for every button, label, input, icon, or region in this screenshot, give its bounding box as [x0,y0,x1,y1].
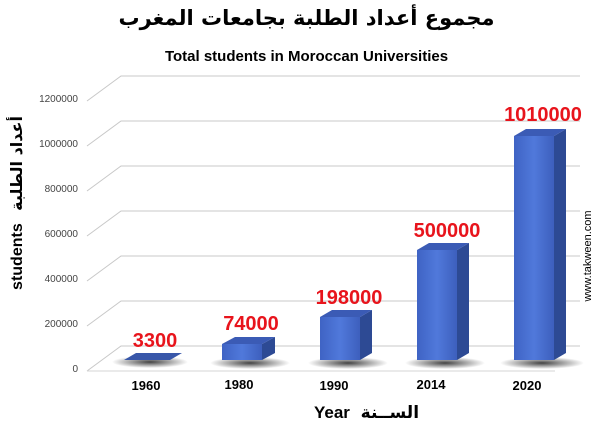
x-tick-1960: 1960 [131,378,161,393]
bar-1960 [112,353,188,368]
value-label-2014: 500000 [413,220,481,242]
x-tick-1980: 1980 [224,377,254,392]
y-tick-0: 0 [72,364,78,375]
chart-title-english: Total students in Moroccan Universities [164,48,449,65]
y-tick-1000000: 1000000 [39,139,78,150]
x-tick-1990: 1990 [319,378,349,393]
y-tick-800000: 800000 [44,184,78,195]
y-tick-1200000: 1200000 [39,94,78,105]
y-axis-label: students أعداد الطلبة [7,113,33,293]
y-tick-200000: 200000 [44,319,78,330]
x-axis-label: Year الســنة [60,403,613,423]
value-label-1960: 3300 [132,330,178,352]
x-tick-2014: 2014 [416,377,446,392]
watermark-url: www.takween.com [582,210,594,302]
y-axis-label-arabic: أعداد الطلبة [7,116,26,211]
x-tick-2020: 2020 [512,378,542,393]
bar-2020 [500,129,584,369]
gridlines [86,75,580,372]
bar-1990 [308,310,388,369]
chart-title-arabic: مجموع أعداد الطلبة بجامعات المغرب [118,6,495,30]
y-axis-label-english: students [9,223,26,290]
value-label-1990: 198000 [315,287,383,309]
y-tick-600000: 600000 [44,229,78,240]
bar-2014 [405,243,485,369]
x-axis-label-arabic: الســنة [360,403,420,423]
value-label-2020: 1010000 [504,104,582,126]
bar-1980 [210,337,290,369]
y-tick-400000: 400000 [44,274,78,285]
value-label-1980: 74000 [223,313,279,335]
x-axis-label-english: Year [313,403,350,422]
